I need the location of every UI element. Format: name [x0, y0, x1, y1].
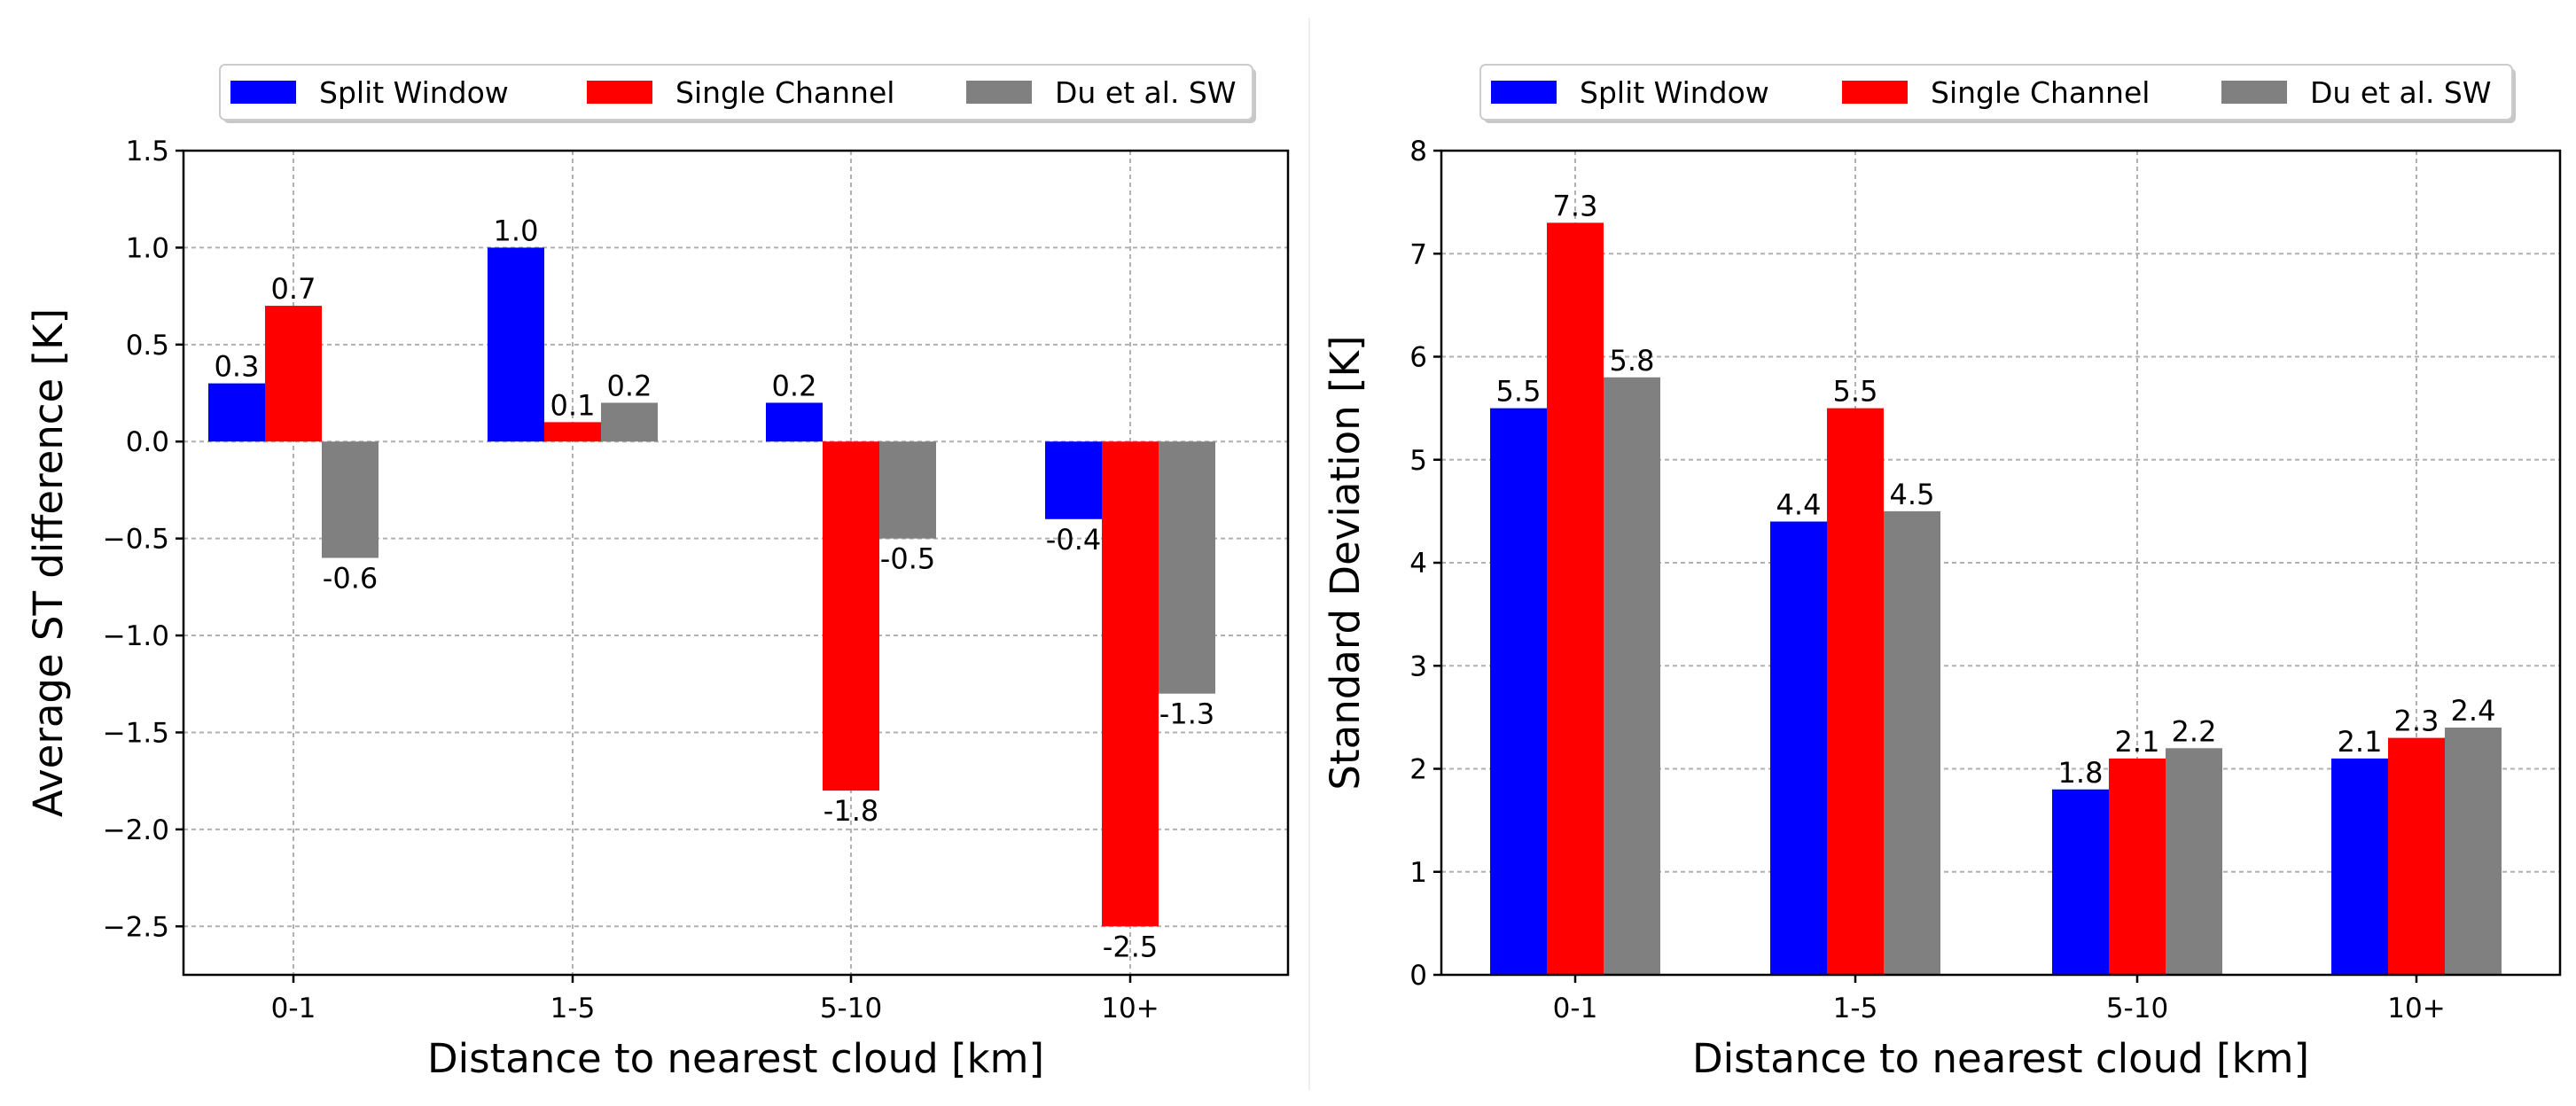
- y-tick-label: 4: [1409, 548, 1427, 580]
- bar-split-window-0-1: [1490, 408, 1547, 975]
- bar-split-window-1-5: [1770, 521, 1827, 975]
- data-label: 1.8: [2058, 756, 2104, 790]
- bar-split-window-5-10: [2052, 789, 2109, 975]
- x-axis-title: Distance to nearest cloud [km]: [427, 1035, 1044, 1082]
- bar-split-window-5-10: [766, 402, 823, 442]
- data-label: 2.2: [2172, 714, 2217, 748]
- data-label: -0.6: [323, 562, 378, 596]
- y-tick-label: 1: [1409, 857, 1427, 889]
- bar-split-window-1-5: [488, 247, 544, 442]
- data-label: 5.8: [1610, 344, 1655, 378]
- legend-swatch: [587, 81, 652, 104]
- bar-split-window-10+: [1045, 441, 1102, 519]
- legend-box: [219, 64, 1253, 121]
- legend-swatch: [1491, 81, 1557, 104]
- x-tick-label: 10+: [1101, 993, 1159, 1024]
- y-tick-label: 0.0: [126, 426, 169, 458]
- x-tick-label: 1-5: [1833, 993, 1878, 1024]
- y-tick-label: 2: [1409, 754, 1427, 786]
- data-label: 1.0: [494, 214, 539, 247]
- data-label: 0.3: [215, 350, 260, 384]
- y-tick-label: 1.5: [126, 136, 169, 167]
- bar-single-channel-1-5: [1827, 408, 1884, 975]
- y-tick-label: −2.0: [103, 814, 169, 846]
- y-tick-label: 0.5: [126, 330, 169, 362]
- y-tick-label: 8: [1409, 136, 1427, 167]
- x-axis-title: Distance to nearest cloud [km]: [1692, 1035, 2309, 1082]
- bar-du-et-al-sw-0-1: [322, 441, 379, 558]
- data-label: 7.3: [1553, 189, 1598, 222]
- data-label: 0.2: [772, 369, 817, 402]
- data-label: -1.8: [824, 794, 878, 828]
- bar-split-window-10+: [2331, 758, 2388, 975]
- legend-label: Single Channel: [1931, 75, 2150, 110]
- bar-du-et-al-sw-5-10: [2166, 748, 2222, 975]
- y-axis-title: Average ST difference [K]: [25, 308, 72, 817]
- y-tick-label: 7: [1409, 238, 1427, 270]
- data-label: -2.5: [1103, 930, 1158, 963]
- chart-panel-2: 5.5 4.4 1.8 2.1 7.3 5.5 2.1 2.3 5.8 4.5 2.2 2.4 0 1 2 3…: [1322, 64, 2562, 1082]
- bar-single-channel-10+: [2388, 737, 2445, 975]
- y-axis-title: Standard Deviation [K]: [1322, 335, 1369, 790]
- y-tick-label: −1.0: [103, 620, 169, 652]
- legend-label: Split Window: [1580, 75, 1769, 110]
- legend-box: [1479, 64, 2513, 121]
- bar-single-channel-0-1: [265, 306, 322, 442]
- y-tick-label: −2.5: [103, 911, 169, 943]
- legend-swatch: [230, 81, 296, 104]
- x-tick-label: 0-1: [1553, 993, 1598, 1024]
- x-tick-label: 10+: [2387, 993, 2445, 1024]
- chart-panel-1: 0.3 1.0 0.2 -0.4 0.7 0.1 -1.8 -2.5 -0.6 0.2 -0.5 -1…: [25, 64, 1290, 1082]
- data-label: 2.1: [2338, 725, 2383, 759]
- bar-du-et-al-sw-1-5: [601, 402, 658, 442]
- legend-swatch: [966, 81, 1032, 104]
- y-tick-label: 6: [1409, 342, 1427, 374]
- bar-du-et-al-sw-5-10: [879, 441, 936, 539]
- legend-label: Split Window: [319, 75, 509, 110]
- bar-du-et-al-sw-10+: [1159, 441, 1215, 694]
- y-tick-label: 5: [1409, 445, 1427, 477]
- bar-single-channel-5-10: [823, 441, 879, 791]
- legend-swatch: [2221, 81, 2287, 104]
- y-tick-label: 0: [1409, 960, 1427, 992]
- x-tick-label: 1-5: [550, 993, 596, 1024]
- bar-single-channel-0-1: [1547, 222, 1604, 975]
- legend: Split Window Single Channel Du et al. SW: [219, 64, 1256, 123]
- legend-label: Du et al. SW: [2310, 75, 2492, 110]
- legend: Split Window Single Channel Du et al. SW: [1479, 64, 2516, 123]
- bar-single-channel-10+: [1102, 441, 1159, 927]
- data-label: 0.7: [271, 272, 316, 306]
- panel-divider: [1308, 18, 1310, 1090]
- y-tick-label: 1.0: [126, 232, 169, 264]
- data-label: -0.4: [1046, 523, 1101, 557]
- legend-label: Single Channel: [675, 75, 894, 110]
- data-label: 2.4: [2451, 694, 2496, 728]
- bar-split-window-0-1: [208, 383, 265, 442]
- legend-swatch: [1842, 81, 1908, 104]
- legend-label: Du et al. SW: [1055, 75, 1237, 110]
- y-tick-label: −0.5: [103, 524, 169, 556]
- bar-single-channel-5-10: [2109, 758, 2166, 975]
- data-label: -1.3: [1159, 697, 1214, 731]
- data-label: 4.5: [1890, 478, 1935, 511]
- x-tick-label: 5-10: [820, 993, 882, 1024]
- x-tick-label: 0-1: [271, 993, 316, 1024]
- data-label: 0.1: [550, 388, 596, 422]
- bar-du-et-al-sw-1-5: [1884, 510, 1940, 975]
- data-label: 2.1: [2115, 725, 2160, 759]
- bar-du-et-al-sw-0-1: [1604, 377, 1660, 975]
- bar-du-et-al-sw-10+: [2445, 728, 2502, 975]
- bar-single-channel-1-5: [544, 422, 601, 442]
- data-label: 2.3: [2394, 705, 2439, 738]
- plot-frame: [182, 149, 1290, 977]
- data-label: -0.5: [880, 542, 935, 576]
- x-tick-label: 5-10: [2106, 993, 2168, 1024]
- y-tick-label: −1.5: [103, 717, 169, 749]
- data-label: 0.2: [607, 369, 652, 402]
- data-label: 5.5: [1833, 375, 1878, 409]
- y-tick-label: 3: [1409, 650, 1427, 682]
- data-label: 4.4: [1776, 488, 1822, 522]
- data-label: 5.5: [1496, 375, 1542, 409]
